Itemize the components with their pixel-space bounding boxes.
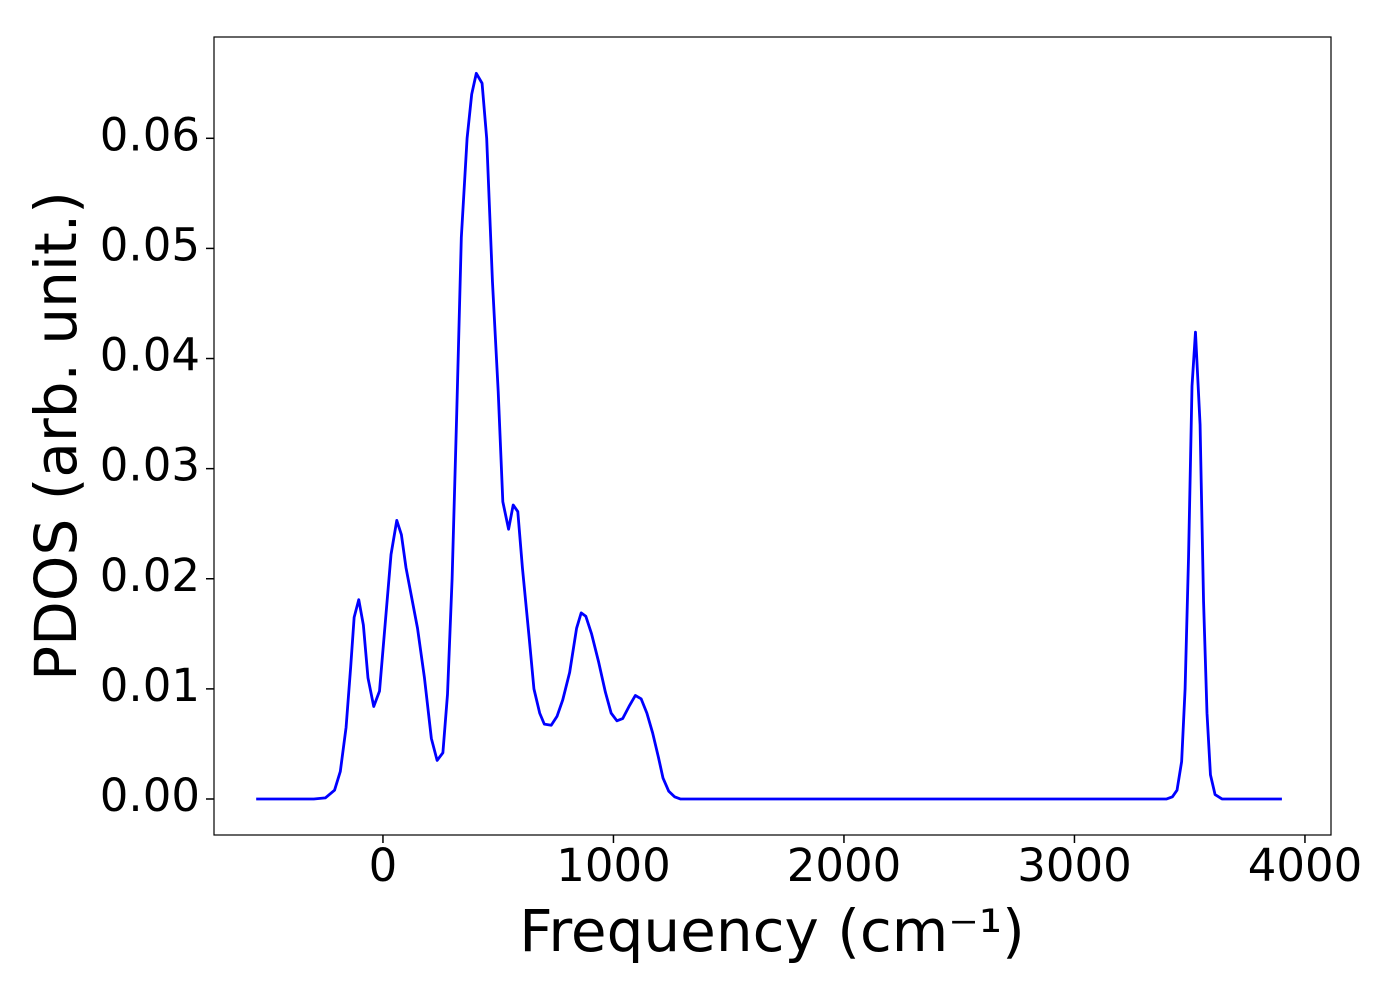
- y-tick-label: 0.05: [100, 218, 200, 271]
- x-tick-label: 3000: [1017, 839, 1132, 892]
- x-tick-label: 4000: [1248, 839, 1363, 892]
- x-tick-label: 0: [369, 839, 398, 892]
- y-tick-label: 0.01: [100, 659, 200, 712]
- x-tick-label: 1000: [556, 839, 671, 892]
- y-tick-label: 0.00: [100, 769, 200, 822]
- data-line: [256, 71, 1282, 801]
- x-tick-label: 2000: [787, 839, 902, 892]
- y-tick-label: 0.04: [100, 329, 200, 382]
- y-tick-label: 0.02: [100, 549, 200, 602]
- y-tick-label: 0.06: [100, 108, 200, 161]
- y-tick-label: 0.03: [100, 439, 200, 492]
- y-axis-label: PDOS (arb. unit.): [22, 191, 90, 681]
- x-axis-label: Frequency (cm⁻¹): [519, 897, 1025, 965]
- plot-frame: [213, 36, 1332, 836]
